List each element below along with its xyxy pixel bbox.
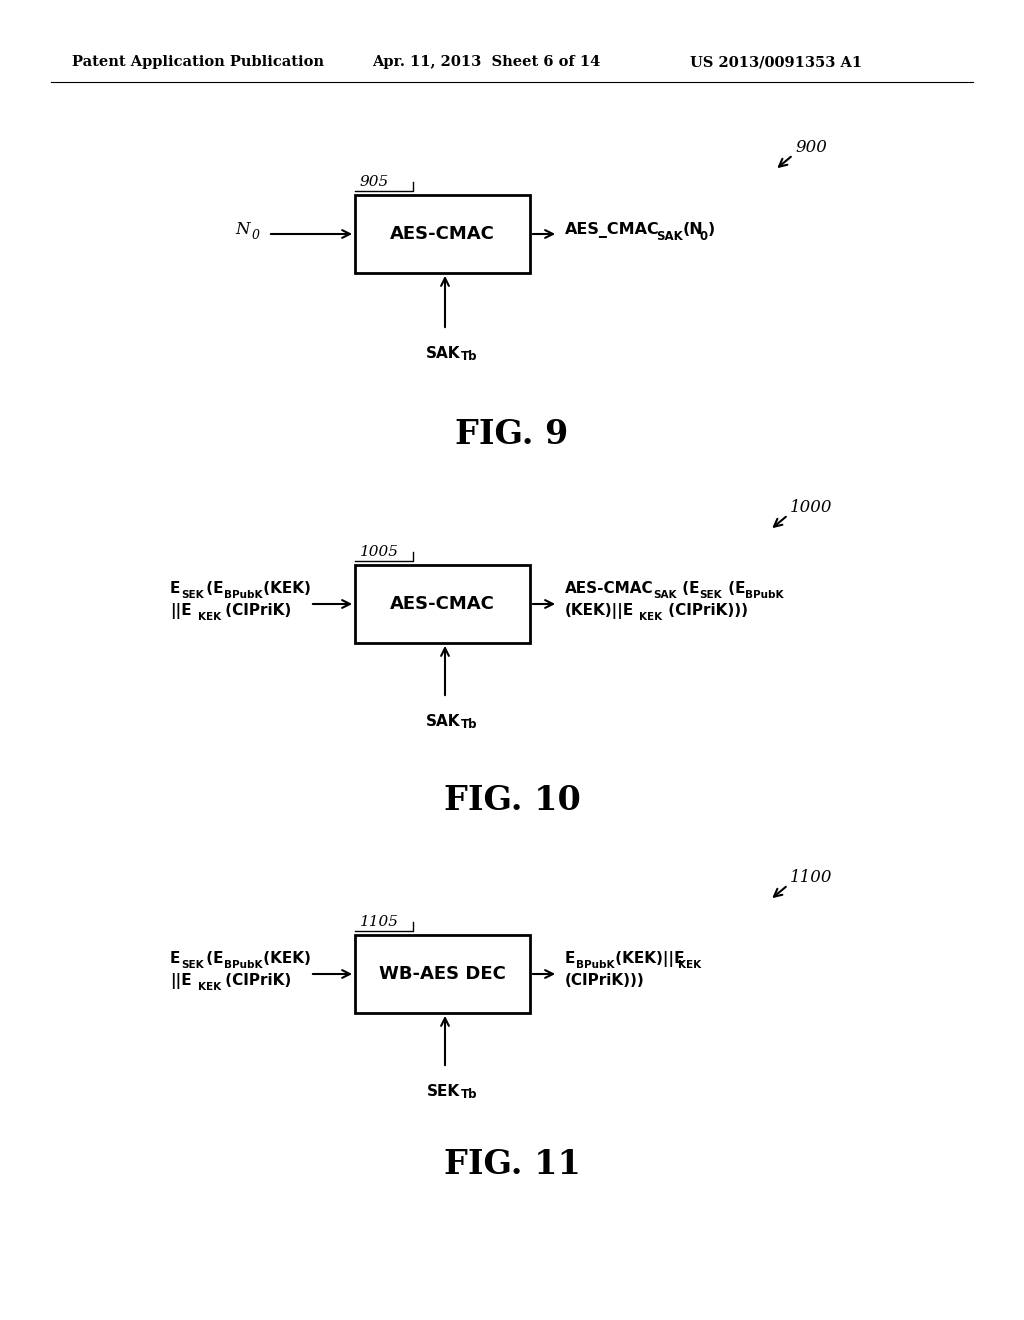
Text: FIG. 9: FIG. 9 [456, 418, 568, 451]
Text: SAK: SAK [426, 714, 460, 729]
Text: (KEK): (KEK) [258, 581, 311, 597]
Text: E: E [170, 581, 180, 597]
Text: ||E: ||E [170, 973, 191, 989]
Text: 1005: 1005 [360, 545, 399, 558]
Text: Apr. 11, 2013  Sheet 6 of 14: Apr. 11, 2013 Sheet 6 of 14 [372, 55, 600, 69]
Text: AES-CMAC: AES-CMAC [390, 595, 495, 612]
Text: 1000: 1000 [790, 499, 833, 516]
Text: KEK: KEK [198, 982, 221, 993]
Text: (KEK): (KEK) [258, 950, 311, 966]
Text: 1100: 1100 [790, 870, 833, 887]
Text: KEK: KEK [678, 960, 701, 970]
Text: BPubK: BPubK [224, 960, 262, 970]
Text: KEK: KEK [198, 612, 221, 622]
Text: FIG. 11: FIG. 11 [443, 1148, 581, 1181]
Text: 905: 905 [360, 176, 389, 189]
Text: E: E [565, 950, 575, 966]
Text: SAK: SAK [656, 230, 683, 243]
Text: SEK: SEK [426, 1084, 460, 1100]
Text: 1105: 1105 [360, 915, 399, 929]
Text: (CIPriK))): (CIPriK))) [663, 603, 748, 618]
Text: Tb: Tb [461, 1088, 477, 1101]
Bar [355, 195, 530, 273]
Text: (CIPriK): (CIPriK) [220, 973, 291, 987]
Text: 900: 900 [795, 140, 826, 157]
Text: BPubK: BPubK [224, 590, 262, 601]
Text: ||E: ||E [170, 603, 191, 619]
Text: (N: (N [683, 222, 703, 238]
Text: BPubK: BPubK [575, 960, 614, 970]
Bar [355, 565, 530, 643]
Text: (KEK)||E: (KEK)||E [565, 603, 634, 619]
Text: SAK: SAK [653, 590, 677, 601]
Text: FIG. 10: FIG. 10 [443, 784, 581, 817]
Text: (E: (E [201, 950, 223, 966]
Text: Tb: Tb [461, 718, 477, 731]
Text: US 2013/0091353 A1: US 2013/0091353 A1 [690, 55, 862, 69]
Text: AES-CMAC: AES-CMAC [390, 224, 495, 243]
Text: SAK: SAK [426, 346, 460, 360]
Text: 0: 0 [700, 230, 709, 243]
Text: BPubK: BPubK [745, 590, 783, 601]
Text: (KEK)||E: (KEK)||E [610, 950, 684, 968]
Text: (E: (E [201, 581, 223, 597]
Text: SEK: SEK [699, 590, 722, 601]
Text: E: E [170, 950, 180, 966]
Text: (E: (E [723, 581, 745, 597]
Text: Tb: Tb [461, 350, 477, 363]
Text: Patent Application Publication: Patent Application Publication [72, 55, 324, 69]
Text: AES-CMAC: AES-CMAC [565, 581, 653, 597]
Text: SEK: SEK [181, 960, 204, 970]
Text: AES_CMAC: AES_CMAC [565, 222, 659, 238]
Text: ): ) [708, 222, 715, 238]
Text: (CIPriK): (CIPriK) [220, 603, 291, 618]
Text: 0: 0 [252, 228, 260, 242]
Text: SEK: SEK [181, 590, 204, 601]
Text: N: N [234, 220, 250, 238]
Text: (E: (E [677, 581, 699, 597]
Text: WB-AES DEC: WB-AES DEC [379, 965, 506, 983]
Bar [355, 935, 530, 1012]
Text: KEK: KEK [639, 612, 663, 622]
Text: (CIPriK))): (CIPriK))) [565, 973, 645, 987]
